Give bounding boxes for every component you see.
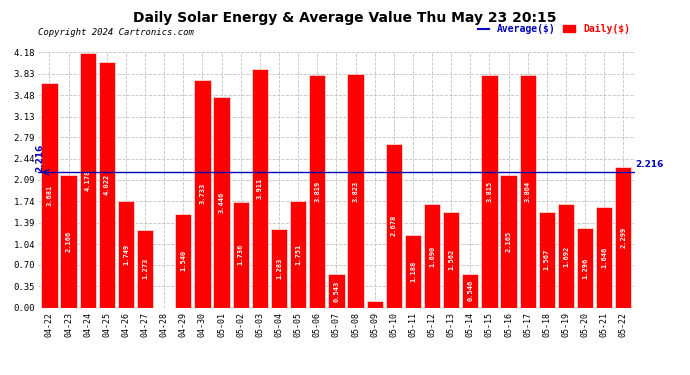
Text: 3.681: 3.681 <box>46 184 52 206</box>
Text: 3.804: 3.804 <box>524 181 531 202</box>
Bar <box>577 228 593 308</box>
Bar <box>405 235 421 308</box>
Text: 1.283: 1.283 <box>276 258 282 279</box>
Text: 1.690: 1.690 <box>429 245 435 267</box>
Bar <box>118 201 134 308</box>
Bar <box>252 69 268 308</box>
Text: 1.567: 1.567 <box>544 249 550 270</box>
Text: 1.646: 1.646 <box>601 247 607 268</box>
Text: 1.188: 1.188 <box>410 261 416 282</box>
Text: 2.165: 2.165 <box>506 231 511 252</box>
Bar <box>482 75 497 308</box>
Bar <box>386 144 402 308</box>
Bar <box>347 74 364 307</box>
Bar <box>539 212 555 308</box>
Text: Daily Solar Energy & Average Value Thu May 23 20:15: Daily Solar Energy & Average Value Thu M… <box>133 11 557 25</box>
Bar <box>520 75 536 308</box>
Text: 1.273: 1.273 <box>142 258 148 279</box>
Text: 3.819: 3.819 <box>314 180 320 202</box>
Text: 2.678: 2.678 <box>391 215 397 237</box>
Text: 1.540: 1.540 <box>180 250 186 271</box>
Text: 2.299: 2.299 <box>620 227 627 248</box>
Text: 2.216: 2.216 <box>635 160 663 169</box>
Bar <box>175 213 191 308</box>
Text: 2.216: 2.216 <box>35 144 44 172</box>
Bar <box>366 302 383 307</box>
Bar <box>443 212 460 308</box>
Bar <box>328 274 344 308</box>
Bar <box>500 176 517 308</box>
Text: 1.736: 1.736 <box>238 244 244 265</box>
Bar <box>213 97 230 308</box>
Text: 2.166: 2.166 <box>66 231 72 252</box>
Text: 3.911: 3.911 <box>257 178 263 199</box>
Text: 3.823: 3.823 <box>353 180 359 201</box>
Bar <box>137 230 153 308</box>
Bar <box>61 176 77 308</box>
Text: 1.692: 1.692 <box>563 245 569 267</box>
Text: 0.543: 0.543 <box>333 280 339 302</box>
Bar <box>290 201 306 308</box>
Bar <box>271 229 287 308</box>
Bar <box>99 62 115 308</box>
Text: 1.749: 1.749 <box>123 243 129 265</box>
Bar <box>233 202 249 308</box>
Text: 3.733: 3.733 <box>199 183 206 204</box>
Text: 1.296: 1.296 <box>582 257 588 279</box>
Bar <box>462 274 478 308</box>
Bar <box>558 204 574 308</box>
Legend: Average($), Daily($): Average($), Daily($) <box>477 24 630 34</box>
Bar <box>424 204 440 308</box>
Text: 1.751: 1.751 <box>295 243 301 265</box>
Bar <box>79 53 96 308</box>
Text: 4.178: 4.178 <box>85 170 90 190</box>
Bar <box>596 207 612 308</box>
Bar <box>615 167 631 308</box>
Bar <box>195 80 210 308</box>
Text: Copyright 2024 Cartronics.com: Copyright 2024 Cartronics.com <box>38 28 194 37</box>
Text: 3.446: 3.446 <box>219 192 225 213</box>
Text: 0.546: 0.546 <box>467 280 473 302</box>
Text: 4.022: 4.022 <box>104 174 110 195</box>
Bar <box>41 83 57 308</box>
Text: 1.562: 1.562 <box>448 249 454 270</box>
Bar <box>309 75 326 308</box>
Text: 3.815: 3.815 <box>486 180 493 202</box>
